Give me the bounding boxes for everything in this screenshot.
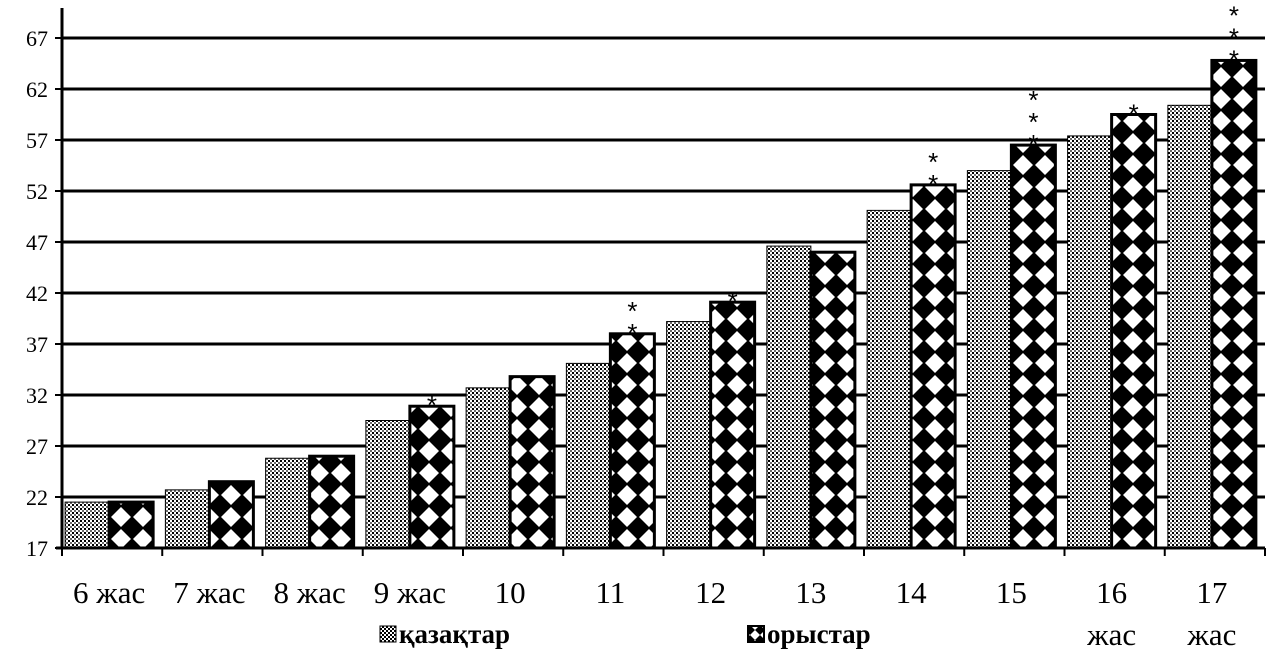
significance-star: * xyxy=(1229,0,1239,30)
significance-star: * xyxy=(1229,22,1239,52)
bar-kazakhtar xyxy=(1067,135,1113,549)
y-tick-label: 22 xyxy=(26,485,48,510)
legend-item-orystar: орыстар xyxy=(747,619,871,649)
x-tick-label: 10 xyxy=(495,575,526,610)
bar-orystar xyxy=(809,250,857,550)
significance-star: * xyxy=(928,147,938,177)
bar-orystar xyxy=(1009,143,1057,550)
significance-star: * xyxy=(1129,99,1139,129)
bar-kazakhtar xyxy=(766,245,812,549)
x-tick-label: 14 xyxy=(896,575,928,610)
bar-orystar xyxy=(207,480,255,550)
legend: қазақтар орыстар xyxy=(379,619,871,649)
bar-orystar xyxy=(1110,113,1158,550)
bar-kazakhtar xyxy=(64,501,110,549)
significance-star: * xyxy=(728,286,738,316)
x-tick-label: 12 xyxy=(695,575,726,610)
bar-orystar xyxy=(107,500,155,550)
x-tick-label: 15 xyxy=(996,575,1027,610)
significance-star: * xyxy=(1028,107,1038,137)
labels: 17 22 27 32 37 42 47 52 57 62 67 6 жас 7 жас 8 жас * 9 … xyxy=(26,0,1239,652)
x-tick-label: 7 жас xyxy=(173,575,245,610)
x-tick-label: 9 жас xyxy=(374,575,446,610)
axes xyxy=(55,8,1266,556)
gridlines xyxy=(62,36,1265,499)
significance-star: * xyxy=(1028,85,1038,115)
bar-orystar xyxy=(508,375,556,550)
x-tick-sublabel: жас xyxy=(1086,617,1136,652)
legend-swatch xyxy=(379,625,397,643)
bar-orystar xyxy=(1210,58,1258,550)
x-tick-label: 6 жас xyxy=(73,575,145,610)
legend-swatch xyxy=(747,625,765,643)
bar-kazakhtar xyxy=(365,420,411,549)
y-tick-label: 47 xyxy=(26,230,48,255)
significance-star: * xyxy=(1028,129,1038,159)
significance-star: * xyxy=(627,296,637,326)
x-tick-label: 13 xyxy=(795,575,826,610)
legend-item-kazakhtar: қазақтар xyxy=(379,619,510,649)
bar-orystar xyxy=(909,183,957,550)
significance-star: * xyxy=(928,169,938,199)
legend-label: орыстар xyxy=(767,619,871,649)
bar-kazakhtar xyxy=(866,209,912,549)
y-tick-label: 67 xyxy=(26,26,48,51)
y-tick-label: 42 xyxy=(26,281,48,306)
y-tick-label: 37 xyxy=(26,332,48,357)
bar-kazakhtar xyxy=(565,362,611,549)
bar-kazakhtar xyxy=(164,489,210,549)
bar-orystar xyxy=(308,454,356,550)
y-tick-label: 32 xyxy=(26,383,48,408)
legend-label: қазақтар xyxy=(399,619,510,649)
bar-orystar xyxy=(709,300,757,550)
x-tick-label: 17 xyxy=(1196,575,1227,610)
bar-kazakhtar xyxy=(966,170,1012,549)
y-tick-label: 52 xyxy=(26,179,48,204)
x-tick-label: 8 жас xyxy=(274,575,346,610)
bar-orystar xyxy=(408,404,456,550)
bar-kazakhtar xyxy=(465,387,511,549)
significance-star: * xyxy=(1229,44,1239,74)
significance-star: * xyxy=(427,390,437,420)
significance-star: * xyxy=(627,318,637,348)
y-tick-label: 17 xyxy=(26,536,48,561)
x-tick-label: 16 xyxy=(1096,575,1127,610)
x-tick-sublabel: жас xyxy=(1186,617,1236,652)
bar-kazakhtar xyxy=(1167,104,1213,549)
y-tick-label: 62 xyxy=(26,77,48,102)
x-tick-label: 11 xyxy=(595,575,625,610)
y-tick-label: 27 xyxy=(26,434,48,459)
y-tick-label: 57 xyxy=(26,128,48,153)
bar-orystar xyxy=(608,332,656,550)
bar-kazakhtar xyxy=(265,457,311,549)
bars xyxy=(64,58,1258,550)
bar-kazakhtar xyxy=(666,321,712,549)
